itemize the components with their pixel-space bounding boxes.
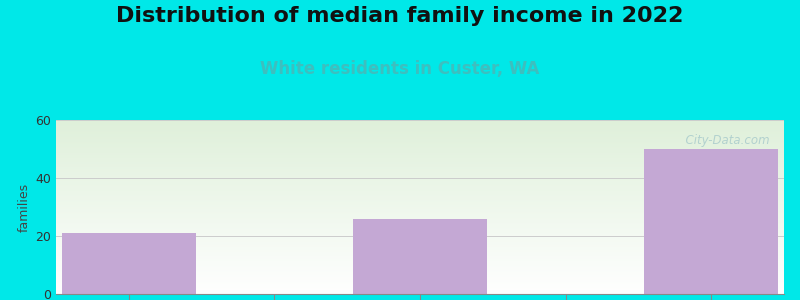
Bar (62, 233, 196, 294)
Bar (353, 219, 487, 294)
Text: Distribution of median family income in 2022: Distribution of median family income in … (116, 6, 684, 26)
Text: White residents in Custer, WA: White residents in Custer, WA (260, 60, 540, 78)
Y-axis label: families: families (18, 182, 31, 232)
Bar (644, 149, 778, 294)
Text: City-Data.com: City-Data.com (678, 134, 770, 147)
